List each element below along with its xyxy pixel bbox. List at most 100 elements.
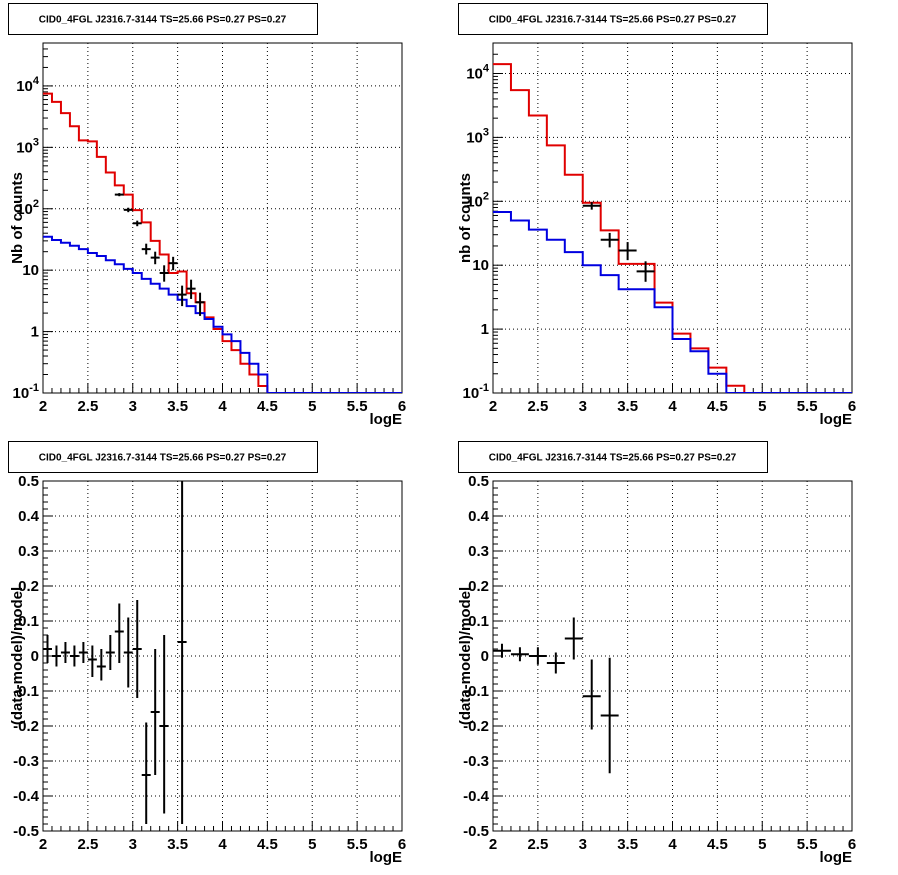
series-line-1	[43, 92, 402, 393]
x-tick-label: 4	[668, 836, 677, 853]
x-tick-label: 3.5	[617, 398, 638, 415]
chart-panel-4: 2 2.5 3 3.5 4 4.5 5 5.5 6 -0.5 -0.4 -0.3 -0.2 -0.1 0 0.…	[457, 441, 856, 866]
y-axis-label: nb of counts	[457, 173, 474, 263]
x-tick-label: 4.5	[707, 836, 728, 853]
x-tick-label: 4.5	[707, 398, 728, 415]
x-tick-label: 2.5	[527, 398, 548, 415]
plot-area	[43, 481, 187, 824]
y-axis-label: Nb of counts	[9, 172, 26, 264]
y-tick-label: 0.4	[468, 508, 490, 525]
data-point	[105, 635, 115, 670]
x-tick-label: 5	[308, 398, 316, 415]
y-tick-label: 104	[466, 62, 490, 82]
data-point	[150, 251, 160, 265]
data-point	[69, 645, 79, 667]
chart-panel-3: 2 2.5 3 3.5 4 4.5 5 5.5 6 -0.5 -0.4 -0.3 -0.2 -0.1 0 0.…	[8, 441, 406, 866]
data-point	[51, 645, 61, 667]
y-tick-label: 0.2	[18, 578, 39, 595]
data-point	[168, 256, 178, 271]
x-tick-label: 2.5	[77, 836, 98, 853]
x-tick-label: 3	[129, 398, 137, 415]
data-point	[132, 600, 142, 698]
title-box	[458, 3, 768, 35]
data-point	[618, 242, 637, 261]
y-axis-label: (data-model)/model	[9, 587, 26, 725]
x-tick-label: 6	[848, 836, 856, 853]
y-tick-label: 0.3	[18, 543, 39, 560]
y-tick-label: 0.1	[468, 613, 489, 630]
data-point	[600, 232, 619, 248]
x-tick-label: 5.5	[797, 398, 818, 415]
data-point	[528, 647, 547, 665]
x-tick-label: 6	[398, 836, 406, 853]
y-tick-label: 10	[22, 262, 39, 279]
y-tick-label: -0.4	[463, 788, 490, 805]
data-point	[582, 659, 601, 730]
y-tick-label: 10	[472, 257, 489, 274]
data-point	[132, 220, 142, 227]
y-tick-label: -0.1	[463, 683, 489, 700]
x-tick-label: 5	[758, 398, 766, 415]
chart-panel-2: 2 2.5 3 3.5 4 4.5 5 5.5 6 10-1 1 10 102 103 104 CID0_4F…	[457, 3, 856, 428]
data-point	[510, 647, 529, 662]
x-tick-label: 6	[848, 398, 856, 415]
x-tick-label: 4.5	[257, 836, 278, 853]
y-tick-label: 10-1	[13, 382, 39, 402]
y-tick-label: 10-1	[463, 382, 489, 402]
y-tick-label: 0	[481, 648, 489, 665]
y-tick-label: 0.5	[18, 473, 39, 490]
x-tick-label: 6	[398, 398, 406, 415]
data-point	[582, 202, 601, 210]
x-tick-label: 2	[39, 836, 47, 853]
x-axis-label: logE	[370, 849, 403, 866]
series-line-2	[493, 210, 852, 393]
data-point	[636, 261, 655, 282]
y-tick-label: -0.5	[463, 823, 489, 840]
chart-title: CID0_4FGL J2316.7-3144 TS=25.66 PS=0.27 …	[39, 15, 287, 26]
data-point	[195, 292, 205, 316]
y-tick-label: 103	[16, 136, 39, 156]
title-box	[458, 441, 768, 473]
x-tick-label: 4.5	[257, 398, 278, 415]
title-box	[8, 441, 318, 473]
x-tick-label: 5.5	[347, 398, 368, 415]
x-tick-label: 2	[489, 836, 497, 853]
data-point	[600, 657, 619, 774]
plot-area	[493, 63, 852, 393]
x-tick-label: 3	[129, 836, 137, 853]
y-axis-label: (data-model)/model	[457, 587, 474, 725]
data-point	[564, 617, 583, 660]
y-tick-label: -0.2	[13, 718, 39, 735]
data-point	[123, 617, 133, 688]
y-tick-label: 0.4	[18, 508, 40, 525]
data-point	[177, 481, 187, 824]
y-tick-label: 1	[31, 324, 39, 341]
data-point	[96, 649, 106, 681]
data-point	[123, 207, 133, 213]
y-tick-label: -0.3	[463, 753, 489, 770]
x-tick-label: 4	[218, 398, 227, 415]
x-tick-label: 5.5	[347, 836, 368, 853]
data-point	[60, 642, 70, 663]
chart-panel-1: 2 2.5 3 3.5 4 4.5 5 5.5 6 10-1 1 10 102 103 104 CID0_4F…	[8, 3, 406, 428]
data-point	[43, 635, 52, 663]
plot-area	[43, 92, 402, 393]
y-tick-label: -0.4	[13, 788, 40, 805]
data-point	[141, 243, 151, 255]
x-tick-label: 3.5	[167, 836, 188, 853]
x-tick-label: 2.5	[77, 398, 98, 415]
title-box	[8, 3, 318, 35]
data-point	[493, 643, 511, 658]
x-tick-label: 3	[579, 398, 587, 415]
y-tick-label: 0.1	[18, 613, 39, 630]
y-tick-label: -0.2	[463, 718, 489, 735]
data-point	[114, 193, 124, 197]
plot-area	[493, 617, 619, 774]
data-point	[114, 603, 124, 663]
x-tick-label: 2	[39, 398, 47, 415]
y-tick-label: 1	[481, 321, 489, 338]
x-axis-label: logE	[370, 411, 403, 428]
y-tick-label: 104	[16, 75, 40, 95]
x-axis-label: logE	[820, 411, 853, 428]
